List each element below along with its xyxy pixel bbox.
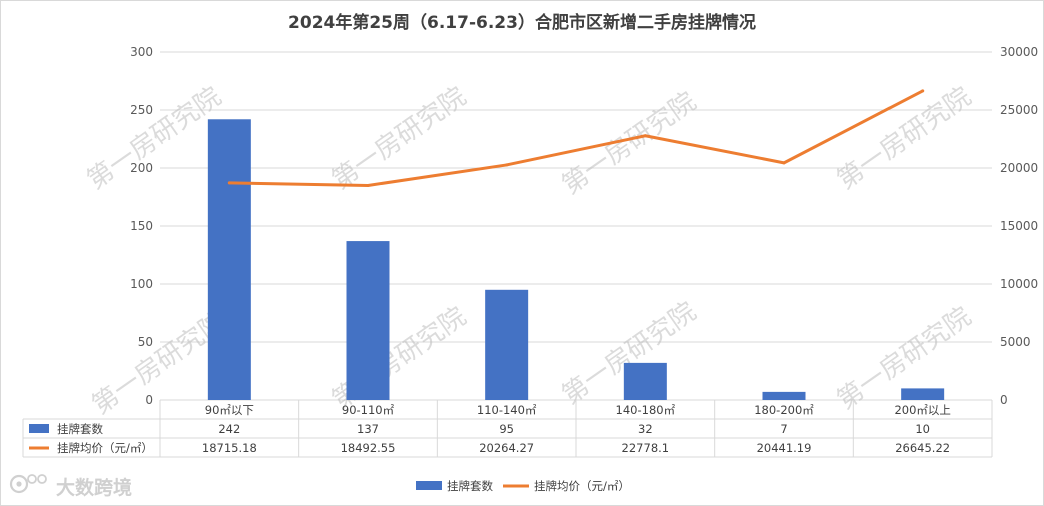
right-tick-label: 30000: [1000, 45, 1038, 59]
table-cell: 95: [499, 422, 514, 436]
legend-key-bar: [416, 481, 442, 490]
category-label: 90㎡以下: [205, 403, 254, 417]
data-table: 90㎡以下 90-110㎡ 110-140㎡ 140-180㎡ 180-200㎡ 200㎡…: [22, 400, 993, 458]
left-tick-label: 100: [130, 277, 153, 291]
table-cell: 7: [780, 422, 787, 436]
brand-logo-icon: [9, 474, 47, 494]
left-tick-label: 300: [130, 45, 153, 59]
table-cell: 26645.22: [895, 441, 950, 455]
table-cell: 18492.55: [341, 441, 396, 455]
right-tick-label: 25000: [1000, 103, 1038, 117]
table-series-name: 挂牌套数: [57, 422, 103, 436]
line-point-4: [643, 134, 647, 138]
price-line: [227, 89, 925, 187]
bar-1: [207, 119, 251, 400]
left-tick-label: 0: [145, 393, 153, 407]
table-cell: 242: [218, 422, 240, 436]
brand-text: 大数跨境: [56, 476, 132, 499]
bar-series: [207, 119, 945, 400]
watermark-text: 第一房研究院: [82, 82, 227, 196]
left-tick-label: 150: [130, 219, 153, 233]
legend-label: 挂牌均价（元/㎡）: [534, 479, 630, 493]
bar-2: [346, 241, 390, 400]
bar-3: [485, 289, 529, 400]
category-label: 110-140㎡: [477, 403, 537, 417]
category-label: 90-110㎡: [342, 403, 395, 417]
table-cell: 20264.27: [479, 441, 534, 455]
line-point-6: [921, 89, 925, 93]
brand: 大数跨境: [9, 474, 132, 499]
category-label: 140-180㎡: [616, 403, 676, 417]
line-point-1: [227, 181, 231, 185]
table-cell: 22778.1: [622, 441, 670, 455]
bar-5: [762, 391, 806, 400]
right-axis: 0 5000 10000 15000 20000 25000 30000: [1000, 45, 1038, 407]
watermark-text: 第一房研究院: [327, 82, 472, 196]
category-label: 200㎡以上: [894, 403, 950, 417]
line-point-2: [366, 183, 370, 187]
left-axis: 0 50 100 150 200 250 300: [130, 45, 153, 407]
right-tick-label: 15000: [1000, 219, 1038, 233]
chart-title: 2024年第25周（6.17-6.23）合肥市区新增二手房挂牌情况: [288, 12, 756, 33]
bar-6: [901, 388, 945, 400]
category-label: 180-200㎡: [754, 403, 814, 417]
left-tick-label: 50: [138, 335, 153, 349]
line-point-5: [782, 161, 786, 165]
gridlines: [160, 51, 992, 401]
table-cell: 32: [638, 422, 653, 436]
left-tick-label: 250: [130, 103, 153, 117]
right-tick-label: 5000: [1000, 335, 1031, 349]
table-cell: 10: [915, 422, 930, 436]
right-tick-label: 0: [1000, 393, 1008, 407]
table-cell: 20441.19: [757, 441, 812, 455]
legend-label: 挂牌套数: [447, 479, 493, 493]
right-tick-label: 20000: [1000, 161, 1038, 175]
legend: 挂牌套数 挂牌均价（元/㎡）: [416, 479, 630, 493]
table-key-bar: [29, 424, 49, 433]
right-tick-label: 10000: [1000, 277, 1038, 291]
table-cell: 18715.18: [202, 441, 257, 455]
line-point-3: [505, 163, 509, 167]
table-series-name: 挂牌均价（元/㎡）: [57, 441, 153, 455]
table-cell: 137: [357, 422, 379, 436]
bar-4: [623, 362, 667, 400]
line-series: [227, 89, 925, 187]
left-tick-label: 200: [130, 161, 153, 175]
